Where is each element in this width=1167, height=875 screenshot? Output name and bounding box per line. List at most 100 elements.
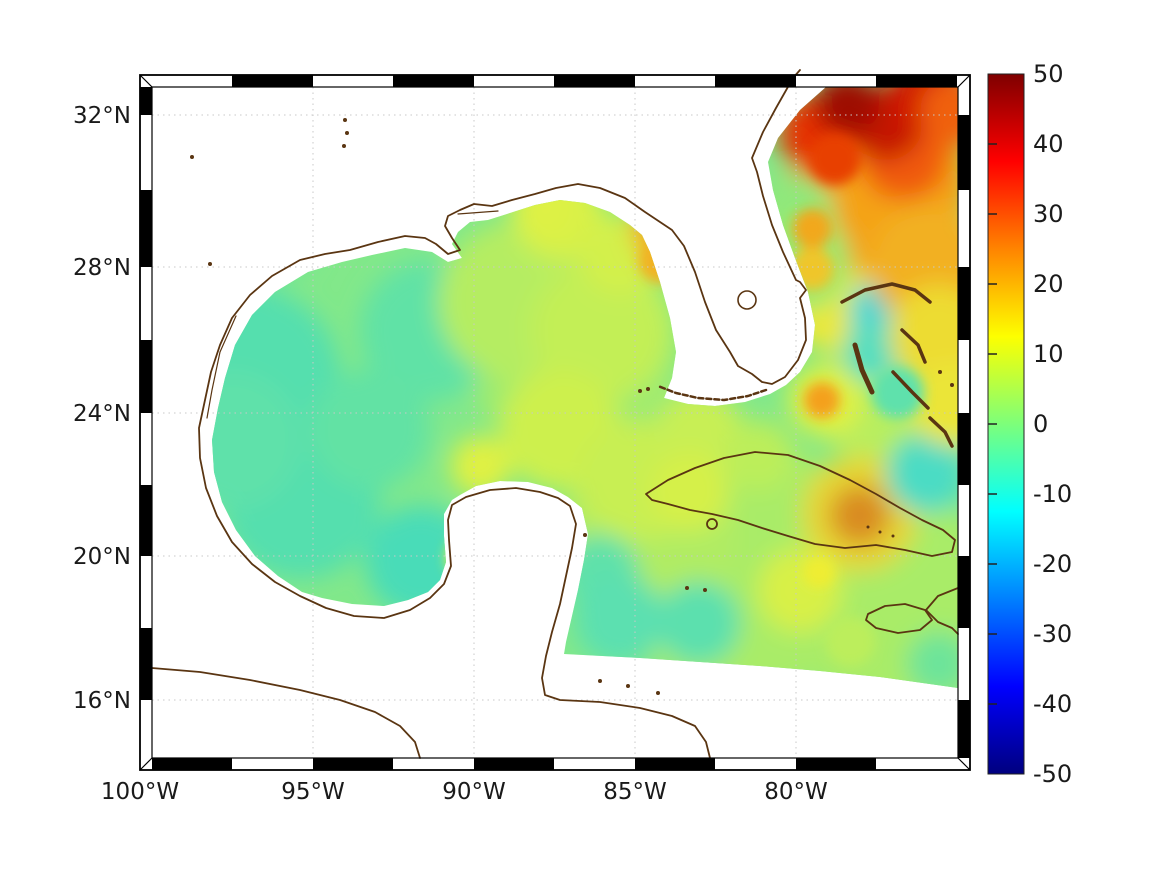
coastline-mainland	[198, 69, 807, 759]
coastline-hispaniola	[925, 587, 959, 635]
isla-juventud	[706, 518, 718, 530]
colorbar-labels: 50 40 30 20 10 0 -10 -20 -30 -40 -50	[1033, 60, 1072, 788]
y-tick-20n: 20°N	[73, 544, 131, 570]
x-tick-95w: 95°W	[281, 779, 345, 805]
field-blob	[869, 205, 958, 325]
map-frame	[139, 74, 971, 771]
field-blob	[919, 87, 958, 147]
small-islands-and-lakes	[190, 118, 954, 695]
field-blob	[656, 581, 741, 666]
field-region	[212, 87, 958, 688]
cb-label-0: 0	[1033, 410, 1048, 438]
field-blob	[310, 369, 430, 490]
field-blob	[829, 485, 890, 546]
cb-label-n20: -20	[1033, 550, 1072, 578]
y-tick-16n: 16°N	[73, 688, 131, 714]
frame-segment	[796, 758, 876, 770]
frame-segment	[140, 485, 152, 556]
field-blobs	[212, 87, 958, 688]
coastline-pacific-mexico	[151, 667, 421, 759]
cb-label-n30: -30	[1033, 620, 1072, 648]
field-blob	[792, 208, 833, 249]
field-blob	[466, 516, 527, 577]
frame-segment	[140, 87, 152, 115]
field-blob	[574, 574, 665, 665]
field-blob	[803, 382, 840, 419]
field-blob	[446, 532, 497, 583]
frame-segment	[474, 758, 554, 770]
x-tick-85w: 85°W	[603, 779, 667, 805]
bahamas-exuma	[891, 370, 930, 410]
bahamas-long-island	[928, 416, 954, 448]
frame-segments	[140, 75, 970, 770]
field-blob	[825, 616, 876, 667]
coastline-jamaica	[865, 603, 933, 634]
cb-label-n10: -10	[1033, 480, 1072, 508]
field-blob	[906, 631, 958, 688]
bahamas-islands	[840, 282, 954, 448]
field-blob	[723, 420, 794, 491]
coastline-mississippi-islands	[457, 210, 499, 215]
colorbar-ticks	[988, 143, 997, 705]
y-tick-28n: 28°N	[73, 255, 131, 281]
x-tick-100w: 100°W	[101, 779, 179, 805]
frame-segment	[232, 75, 313, 87]
coastline-cuba	[645, 451, 956, 557]
field-blob	[638, 239, 683, 284]
bahamas-eleuthera	[900, 328, 927, 364]
field-blob	[651, 205, 684, 238]
field-blob	[790, 246, 835, 291]
x-tick-80w: 80°W	[764, 779, 828, 805]
frame-segment	[958, 700, 970, 758]
cb-label-10: 10	[1033, 340, 1064, 368]
field-blob	[649, 451, 730, 532]
colorbar: 50 40 30 20 10 0 -10 -20 -30 -40 -50	[987, 60, 1072, 788]
y-axis-labels: 32°N 28°N 24°N 20°N 16°N	[73, 103, 131, 714]
field-blob	[871, 366, 924, 419]
field-blob	[212, 168, 320, 289]
x-tick-90w: 90°W	[442, 779, 506, 805]
field-blob	[450, 436, 511, 496]
colorbar-bar	[987, 73, 1025, 775]
y-tick-24n: 24°N	[73, 401, 131, 427]
field-blob	[212, 370, 301, 511]
coastline-texas-barrier	[206, 315, 237, 419]
frame-segment	[393, 75, 474, 87]
frame-segment	[152, 758, 232, 770]
frame-segment	[876, 75, 957, 87]
field-blob	[842, 322, 903, 383]
field-blob	[909, 361, 958, 446]
lake-okeechobee	[737, 290, 757, 310]
field-blob	[886, 433, 958, 514]
field-blob	[510, 176, 571, 237]
field-blob	[365, 506, 476, 617]
y-tick-32n: 32°N	[73, 103, 131, 129]
field-blob	[815, 87, 880, 137]
frame-segment	[958, 556, 970, 628]
frame-segment	[958, 267, 970, 340]
frame-segment	[958, 115, 970, 190]
frame-outer-edge	[139, 74, 971, 771]
frame-segment	[140, 628, 152, 700]
cb-label-n40: -40	[1033, 690, 1072, 718]
x-axis-labels: 100°W 95°W 90°W 85°W 80°W	[101, 779, 828, 805]
frame-bevels	[139, 74, 971, 771]
coastlines	[151, 69, 959, 759]
cb-label-20: 20	[1033, 270, 1064, 298]
field-blob	[530, 260, 671, 401]
graticule	[152, 87, 958, 758]
field-blob	[802, 556, 835, 588]
frame-segment	[140, 190, 152, 267]
cb-label-n50: -50	[1033, 760, 1072, 788]
frame-segment	[313, 758, 393, 770]
bahamas-abaco	[840, 282, 932, 304]
frame-segment	[715, 75, 796, 87]
frame-segment	[635, 758, 715, 770]
frame-segment	[958, 413, 970, 485]
bahamas-andros	[852, 342, 875, 395]
field-blob	[888, 284, 958, 385]
florida-keys	[656, 384, 768, 402]
frame-inner-edge	[151, 86, 959, 759]
